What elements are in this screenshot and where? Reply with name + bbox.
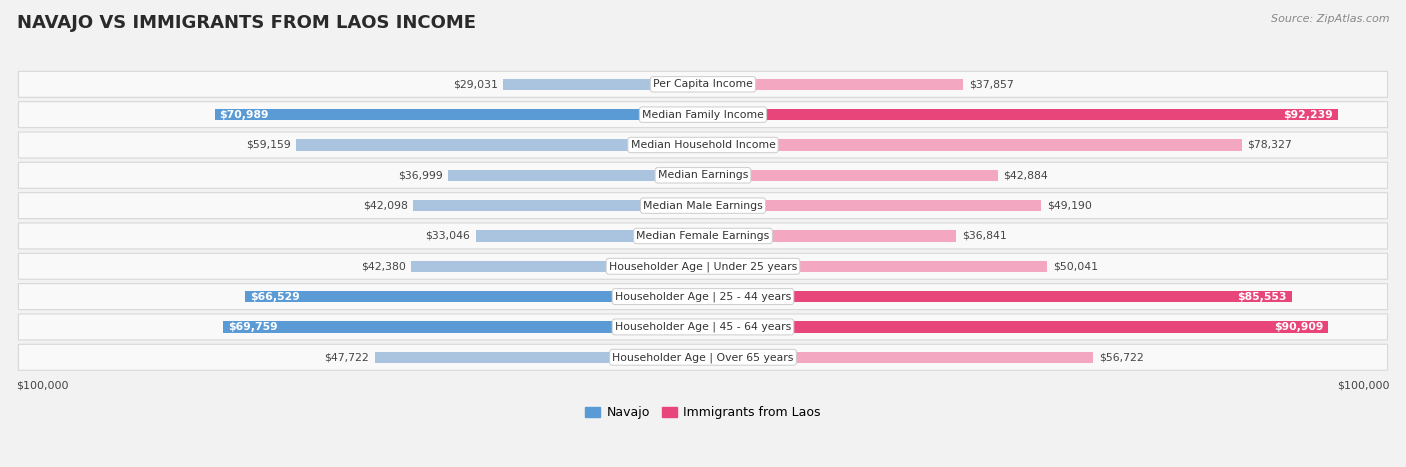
Text: Median Household Income: Median Household Income: [630, 140, 776, 150]
Bar: [703, 139, 1241, 151]
Bar: [449, 170, 703, 181]
Text: $36,999: $36,999: [398, 170, 443, 180]
Text: Householder Age | Under 25 years: Householder Age | Under 25 years: [609, 261, 797, 271]
Text: $29,031: $29,031: [453, 79, 498, 89]
Text: $85,553: $85,553: [1237, 291, 1286, 302]
Bar: [703, 261, 1047, 272]
Text: $42,380: $42,380: [361, 261, 406, 271]
Bar: [503, 78, 703, 90]
Bar: [297, 139, 703, 151]
FancyBboxPatch shape: [18, 102, 1388, 127]
FancyBboxPatch shape: [18, 193, 1388, 219]
Bar: [703, 109, 1337, 120]
Text: $49,190: $49,190: [1047, 201, 1092, 211]
FancyBboxPatch shape: [18, 223, 1388, 249]
Bar: [703, 170, 998, 181]
Text: $47,722: $47,722: [325, 352, 370, 362]
Text: Per Capita Income: Per Capita Income: [652, 79, 754, 89]
Text: $37,857: $37,857: [969, 79, 1014, 89]
Bar: [703, 352, 1094, 363]
Bar: [703, 78, 963, 90]
Text: $42,884: $42,884: [1004, 170, 1049, 180]
Text: Householder Age | Over 65 years: Householder Age | Over 65 years: [612, 352, 794, 362]
Text: Median Earnings: Median Earnings: [658, 170, 748, 180]
Bar: [703, 291, 1292, 302]
Legend: Navajo, Immigrants from Laos: Navajo, Immigrants from Laos: [581, 401, 825, 424]
Text: $59,159: $59,159: [246, 140, 291, 150]
FancyBboxPatch shape: [18, 132, 1388, 158]
Text: Median Male Earnings: Median Male Earnings: [643, 201, 763, 211]
Bar: [475, 230, 703, 242]
Text: Householder Age | 25 - 44 years: Householder Age | 25 - 44 years: [614, 291, 792, 302]
Text: $69,759: $69,759: [228, 322, 277, 332]
FancyBboxPatch shape: [18, 253, 1388, 279]
Bar: [703, 200, 1042, 212]
Text: Median Family Income: Median Family Income: [643, 110, 763, 120]
Bar: [374, 352, 703, 363]
Text: $36,841: $36,841: [962, 231, 1007, 241]
Text: $100,000: $100,000: [1337, 380, 1389, 390]
Text: $90,909: $90,909: [1274, 322, 1323, 332]
Text: Median Female Earnings: Median Female Earnings: [637, 231, 769, 241]
FancyBboxPatch shape: [18, 71, 1388, 97]
Text: Householder Age | 45 - 64 years: Householder Age | 45 - 64 years: [614, 322, 792, 332]
Bar: [224, 321, 703, 333]
Text: $56,722: $56,722: [1098, 352, 1143, 362]
Bar: [413, 200, 703, 212]
Bar: [245, 291, 703, 302]
Text: $33,046: $33,046: [425, 231, 470, 241]
Text: $66,529: $66,529: [250, 291, 299, 302]
Text: $78,327: $78,327: [1247, 140, 1292, 150]
FancyBboxPatch shape: [18, 344, 1388, 370]
Bar: [412, 261, 703, 272]
Text: Source: ZipAtlas.com: Source: ZipAtlas.com: [1271, 14, 1389, 24]
FancyBboxPatch shape: [18, 163, 1388, 188]
Bar: [703, 230, 956, 242]
Text: $92,239: $92,239: [1284, 110, 1333, 120]
Text: $70,989: $70,989: [219, 110, 269, 120]
Text: $42,098: $42,098: [363, 201, 408, 211]
Bar: [215, 109, 703, 120]
FancyBboxPatch shape: [18, 314, 1388, 340]
Text: $100,000: $100,000: [17, 380, 69, 390]
Bar: [703, 321, 1329, 333]
Text: $50,041: $50,041: [1053, 261, 1098, 271]
Text: NAVAJO VS IMMIGRANTS FROM LAOS INCOME: NAVAJO VS IMMIGRANTS FROM LAOS INCOME: [17, 14, 475, 32]
FancyBboxPatch shape: [18, 283, 1388, 310]
